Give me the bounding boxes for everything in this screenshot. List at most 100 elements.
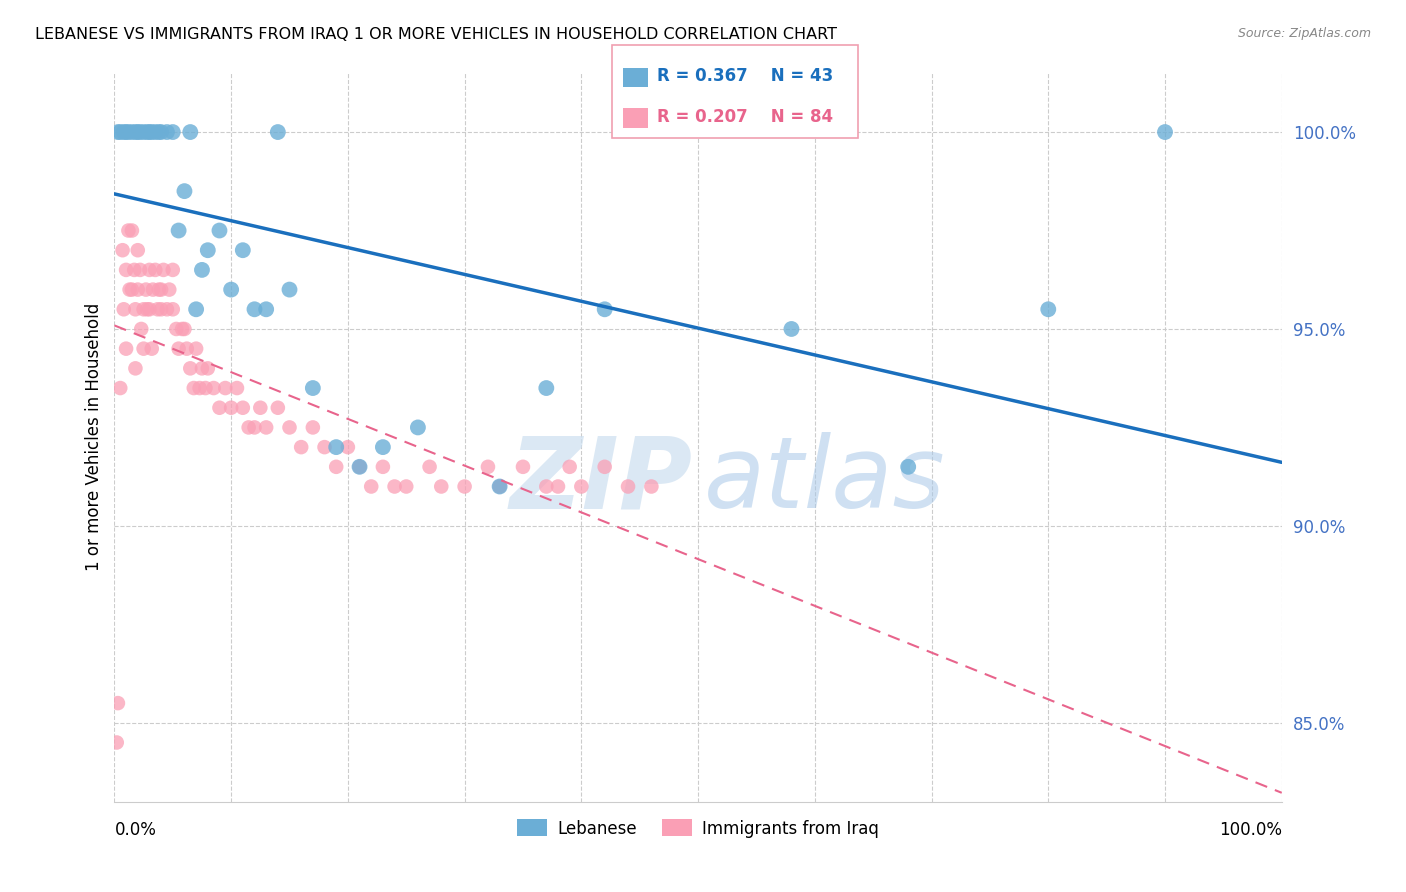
Text: LEBANESE VS IMMIGRANTS FROM IRAQ 1 OR MORE VEHICLES IN HOUSEHOLD CORRELATION CHA: LEBANESE VS IMMIGRANTS FROM IRAQ 1 OR MO… bbox=[35, 27, 837, 42]
Point bbox=[226, 381, 249, 395]
Point bbox=[179, 361, 201, 376]
Point bbox=[267, 125, 290, 139]
Point bbox=[191, 361, 214, 376]
Point bbox=[150, 283, 173, 297]
Point bbox=[107, 696, 129, 710]
Point bbox=[110, 125, 132, 139]
Point bbox=[1154, 125, 1177, 139]
Point bbox=[254, 420, 277, 434]
Point bbox=[132, 302, 155, 317]
Point bbox=[395, 479, 418, 493]
Point bbox=[121, 125, 143, 139]
Point bbox=[135, 283, 157, 297]
Point bbox=[214, 381, 236, 395]
Point bbox=[384, 479, 406, 493]
Point bbox=[232, 243, 254, 257]
Text: Source: ZipAtlas.com: Source: ZipAtlas.com bbox=[1237, 27, 1371, 40]
Point bbox=[132, 125, 155, 139]
Legend: Lebanese, Immigrants from Iraq: Lebanese, Immigrants from Iraq bbox=[510, 813, 886, 844]
Point bbox=[141, 342, 163, 356]
Point bbox=[179, 125, 201, 139]
Point bbox=[314, 440, 336, 454]
Point bbox=[172, 322, 194, 336]
Text: ZIP: ZIP bbox=[509, 433, 692, 530]
Point bbox=[183, 381, 205, 395]
Point bbox=[197, 361, 219, 376]
Point bbox=[371, 440, 394, 454]
Point bbox=[278, 283, 301, 297]
Point bbox=[243, 302, 266, 317]
Point bbox=[117, 223, 139, 237]
Point bbox=[138, 263, 160, 277]
Point bbox=[115, 342, 138, 356]
Point bbox=[254, 302, 277, 317]
Point bbox=[162, 263, 184, 277]
Point bbox=[127, 125, 149, 139]
Point bbox=[278, 420, 301, 434]
Point bbox=[360, 479, 382, 493]
Point bbox=[191, 263, 214, 277]
Point bbox=[156, 302, 179, 317]
Point bbox=[569, 479, 592, 493]
Point bbox=[107, 125, 129, 139]
Point bbox=[194, 381, 217, 395]
Point bbox=[165, 322, 187, 336]
Point bbox=[208, 401, 231, 415]
Point bbox=[488, 479, 510, 493]
Point bbox=[167, 223, 190, 237]
Point bbox=[419, 459, 441, 474]
Point bbox=[150, 302, 173, 317]
Point bbox=[243, 420, 266, 434]
Point bbox=[111, 243, 134, 257]
Point bbox=[371, 459, 394, 474]
Y-axis label: 1 or more Vehicles in Household: 1 or more Vehicles in Household bbox=[86, 303, 103, 572]
Point bbox=[121, 283, 143, 297]
Point bbox=[124, 125, 146, 139]
Point bbox=[112, 302, 135, 317]
Point bbox=[232, 401, 254, 415]
Text: 0.0%: 0.0% bbox=[114, 822, 156, 839]
Point bbox=[249, 401, 271, 415]
Point bbox=[167, 342, 190, 356]
Point bbox=[547, 479, 569, 493]
Point bbox=[430, 479, 453, 493]
Text: 100.0%: 100.0% bbox=[1219, 822, 1282, 839]
Point bbox=[219, 283, 242, 297]
Point bbox=[184, 342, 207, 356]
Point bbox=[124, 302, 146, 317]
Point bbox=[536, 381, 558, 395]
Point bbox=[105, 735, 128, 749]
Point bbox=[112, 125, 135, 139]
Point bbox=[780, 322, 803, 336]
Point bbox=[302, 420, 325, 434]
Point bbox=[267, 401, 290, 415]
Point bbox=[188, 381, 211, 395]
Point bbox=[115, 263, 138, 277]
Text: R = 0.367    N = 43: R = 0.367 N = 43 bbox=[657, 67, 832, 85]
Point bbox=[148, 125, 170, 139]
Point bbox=[121, 223, 143, 237]
Point bbox=[1038, 302, 1060, 317]
Point bbox=[141, 125, 163, 139]
Point bbox=[162, 302, 184, 317]
Point bbox=[150, 125, 173, 139]
Point bbox=[617, 479, 640, 493]
Point bbox=[173, 322, 195, 336]
Point bbox=[176, 342, 198, 356]
Point bbox=[173, 184, 195, 198]
Point bbox=[197, 243, 219, 257]
Point bbox=[558, 459, 581, 474]
Point bbox=[349, 459, 371, 474]
Point bbox=[148, 283, 170, 297]
Point bbox=[146, 302, 169, 317]
Point bbox=[336, 440, 359, 454]
Point bbox=[142, 283, 165, 297]
Point bbox=[897, 459, 920, 474]
Point bbox=[138, 302, 160, 317]
Point bbox=[122, 263, 145, 277]
Point bbox=[117, 125, 139, 139]
Point bbox=[640, 479, 662, 493]
Point bbox=[156, 125, 179, 139]
Point bbox=[136, 125, 159, 139]
Point bbox=[127, 243, 149, 257]
